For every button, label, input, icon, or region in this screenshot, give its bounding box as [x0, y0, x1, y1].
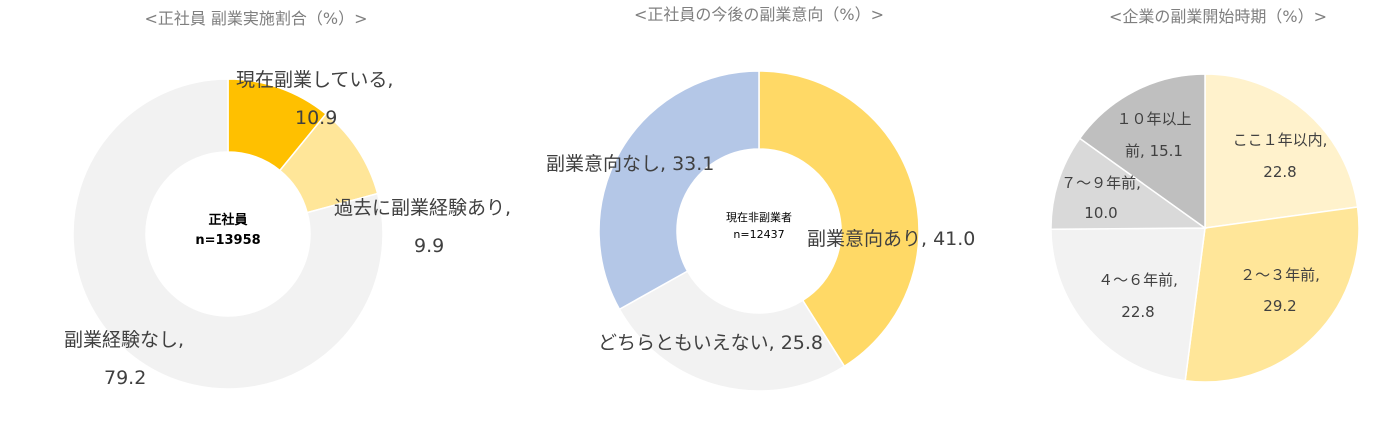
center-label-line-1: 現在非副業者: [726, 211, 792, 224]
chart-employee-side-job-rate: <正社員 副業実施割合（%）> 正社員 n=13958 現在副業している, 10…: [64, 9, 511, 390]
pie-slice-3: [1050, 137, 1208, 230]
pie-slice-2: [598, 70, 760, 311]
slice-label-name: ２～３年前,: [1240, 266, 1320, 284]
slice-label-value: 10.0: [1084, 204, 1117, 222]
donut-slices: [598, 70, 920, 392]
pie-slice-0: [1204, 73, 1359, 229]
pie-slice-0: [758, 70, 920, 368]
slice-label-name: ４～６年前,: [1098, 271, 1178, 289]
chart-title: <企業の副業開始時期（%）>: [1109, 7, 1327, 26]
slice-label-value: 22.8: [1263, 163, 1296, 181]
slice-label: 副業意向あり, 41.0: [807, 228, 975, 250]
slice-label-value: 9.9: [414, 235, 444, 257]
center-label-line-2: n=13958: [195, 233, 260, 248]
slice-label-value: 10.9: [295, 107, 337, 129]
slice-label: 副業意向なし, 33.1: [546, 153, 714, 175]
pie-slice-4: [1078, 73, 1206, 230]
slice-label-name: 現在副業している,: [236, 69, 393, 91]
pie-slices: [1050, 73, 1360, 383]
slice-label-name: ここ１年以内,: [1233, 131, 1328, 149]
chart-title: <正社員 副業実施割合（%）>: [144, 9, 367, 28]
slice-label-name: １０年以上: [1116, 110, 1191, 128]
slice-label-name: ７～９年前,: [1061, 174, 1141, 192]
slice-label-value: 79.2: [104, 367, 146, 389]
slice-label-value: 29.2: [1263, 297, 1296, 315]
slice-label-name: 過去に副業経験あり,: [334, 197, 511, 219]
chart-title: <正社員の今後の副業意向（%）>: [634, 5, 884, 24]
pie-slice-2: [1050, 227, 1206, 382]
slice-label: どちらともいえない, 25.8: [598, 332, 823, 354]
slice-label-name: 副業経験なし,: [64, 329, 184, 351]
pie-slice-1: [618, 270, 846, 392]
chart-company-side-job-start: <企業の副業開始時期（%）> ここ１年以内, 22.8 ２～３年前, 29.2 …: [1050, 7, 1360, 383]
pie-slice-2: [72, 78, 384, 390]
center-label-line-1: 正社員: [208, 212, 247, 228]
donut-slices: [72, 78, 384, 390]
center-label-line-2: n=12437: [733, 228, 784, 241]
pie-slice-1: [1184, 206, 1360, 383]
chart-future-side-job-intention: <正社員の今後の副業意向（%）> 現在非副業者 n=12437 副業意向あり, …: [546, 5, 975, 392]
slice-label-name: 前, 15.1: [1125, 142, 1183, 160]
slice-label-value: 22.8: [1121, 303, 1154, 321]
